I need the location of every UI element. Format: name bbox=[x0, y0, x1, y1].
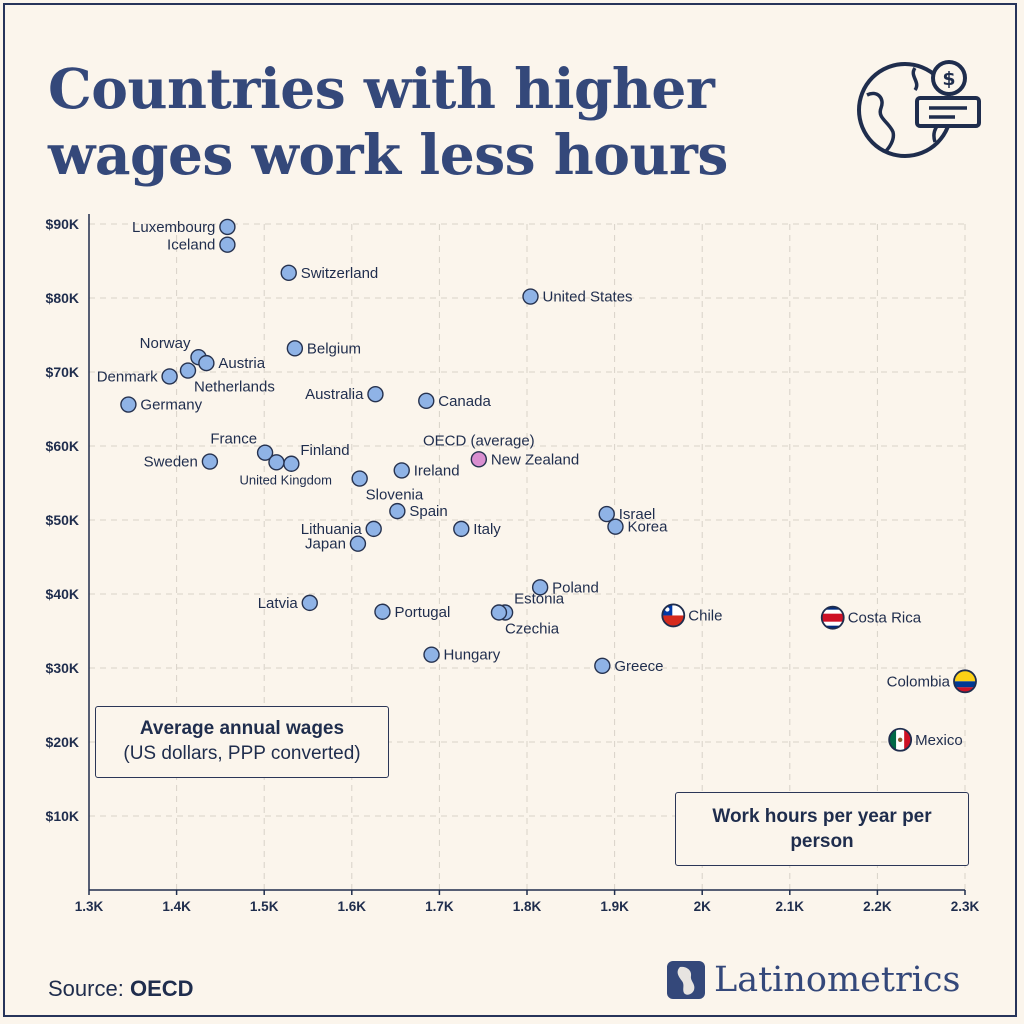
colombia-flag-icon bbox=[953, 669, 977, 693]
data-label: OECD (average) bbox=[423, 432, 535, 449]
data-label: Mexico bbox=[915, 732, 963, 749]
data-label: Norway bbox=[140, 335, 191, 352]
y-axis-label-box: Average annual wages (US dollars, PPP co… bbox=[95, 706, 389, 778]
data-point bbox=[375, 604, 390, 619]
brand-name: Latinometrics bbox=[714, 960, 960, 1000]
x-tick-label: 2.3K bbox=[951, 899, 980, 914]
data-point bbox=[390, 504, 405, 519]
data-label: Slovenia bbox=[366, 487, 424, 504]
x-axis-label-box: Work hours per year per person bbox=[675, 792, 969, 866]
data-point bbox=[220, 237, 235, 252]
data-point bbox=[595, 658, 610, 673]
data-label: United Kingdom bbox=[239, 472, 331, 487]
data-label: Hungary bbox=[444, 647, 501, 664]
data-label: Costa Rica bbox=[848, 610, 922, 627]
data-point bbox=[281, 265, 296, 280]
y-tick-label: $20K bbox=[46, 734, 79, 750]
data-point bbox=[368, 387, 383, 402]
x-tick-label: 1.6K bbox=[338, 899, 367, 914]
data-point bbox=[269, 455, 284, 470]
y-tick-label: $50K bbox=[46, 512, 79, 528]
data-label: Australia bbox=[305, 386, 364, 403]
costa-rica-flag-icon bbox=[821, 606, 845, 630]
data-label: Luxembourg bbox=[132, 219, 215, 236]
data-point bbox=[199, 356, 214, 371]
y-axis-label-line2: (US dollars, PPP converted) bbox=[123, 743, 360, 764]
x-tick-label: 1.3K bbox=[75, 899, 104, 914]
data-label: France bbox=[210, 431, 257, 448]
data-label: Latvia bbox=[258, 595, 299, 612]
data-label: Austria bbox=[218, 355, 265, 372]
y-tick-label: $90K bbox=[46, 216, 79, 232]
source-note: Source: OECD bbox=[48, 976, 194, 1002]
data-point bbox=[352, 471, 367, 486]
data-point bbox=[302, 595, 317, 610]
data-label: Czechia bbox=[505, 621, 560, 638]
data-label: Iceland bbox=[167, 237, 215, 254]
x-tick-label: 2.2K bbox=[863, 899, 892, 914]
data-point bbox=[121, 397, 136, 412]
grid-lines bbox=[89, 224, 965, 890]
x-tick-label: 1.8K bbox=[513, 899, 542, 914]
data-point bbox=[180, 363, 195, 378]
data-label: Ireland bbox=[414, 462, 460, 479]
data-label: Denmark bbox=[97, 368, 158, 385]
data-point bbox=[491, 605, 506, 620]
mexico-flag-icon bbox=[888, 728, 912, 752]
data-point bbox=[284, 456, 299, 471]
data-label: Chile bbox=[688, 607, 722, 624]
data-label: United States bbox=[543, 289, 633, 306]
y-tick-label: $30K bbox=[46, 660, 79, 676]
data-label: Canada bbox=[438, 393, 491, 410]
data-label: Spain bbox=[409, 503, 447, 520]
data-point bbox=[202, 454, 217, 469]
y-axis-label-line1: Average annual wages bbox=[140, 718, 344, 739]
x-axis-label: Work hours per year per person bbox=[712, 806, 931, 852]
y-tick-label: $60K bbox=[46, 438, 79, 454]
data-label: Japan bbox=[305, 536, 346, 553]
x-tick-label: 2K bbox=[694, 899, 712, 914]
data-label: Finland bbox=[300, 442, 349, 459]
data-point bbox=[162, 369, 177, 384]
source-name: OECD bbox=[130, 976, 194, 1001]
x-tick-label: 1.5K bbox=[250, 899, 279, 914]
data-point bbox=[287, 341, 302, 356]
x-tick-label: 1.7K bbox=[425, 899, 454, 914]
data-label: Germany bbox=[140, 397, 202, 414]
data-point bbox=[454, 521, 469, 536]
y-tick-label: $40K bbox=[46, 586, 79, 602]
data-point bbox=[471, 452, 486, 467]
data-label: New Zealand bbox=[491, 451, 579, 468]
chile-flag-icon bbox=[661, 603, 685, 627]
data-label: Belgium bbox=[307, 340, 361, 357]
data-point bbox=[424, 647, 439, 662]
data-point bbox=[394, 463, 409, 478]
data-label: Colombia bbox=[887, 673, 951, 690]
data-label: Estonia bbox=[514, 591, 565, 608]
brand-map-icon bbox=[666, 960, 706, 1000]
data-label: Switzerland bbox=[301, 265, 379, 282]
data-point bbox=[523, 289, 538, 304]
data-label: Portugal bbox=[394, 604, 450, 621]
y-tick-label: $10K bbox=[46, 808, 79, 824]
data-label: Italy bbox=[473, 521, 501, 538]
brand-logo: Latinometrics bbox=[666, 958, 960, 1002]
data-label: Korea bbox=[627, 519, 668, 536]
data-label: Sweden bbox=[144, 454, 198, 471]
source-label: Source: bbox=[48, 976, 124, 1001]
x-tick-label: 1.9K bbox=[600, 899, 629, 914]
data-label: Greece bbox=[614, 658, 663, 675]
y-tick-label: $70K bbox=[46, 364, 79, 380]
data-point bbox=[366, 521, 381, 536]
data-point bbox=[419, 393, 434, 408]
x-tick-label: 1.4K bbox=[162, 899, 191, 914]
data-label: Netherlands bbox=[194, 379, 275, 396]
data-point bbox=[220, 219, 235, 234]
data-point bbox=[350, 536, 365, 551]
x-tick-label: 2.1K bbox=[776, 899, 805, 914]
y-tick-label: $80K bbox=[46, 290, 79, 306]
